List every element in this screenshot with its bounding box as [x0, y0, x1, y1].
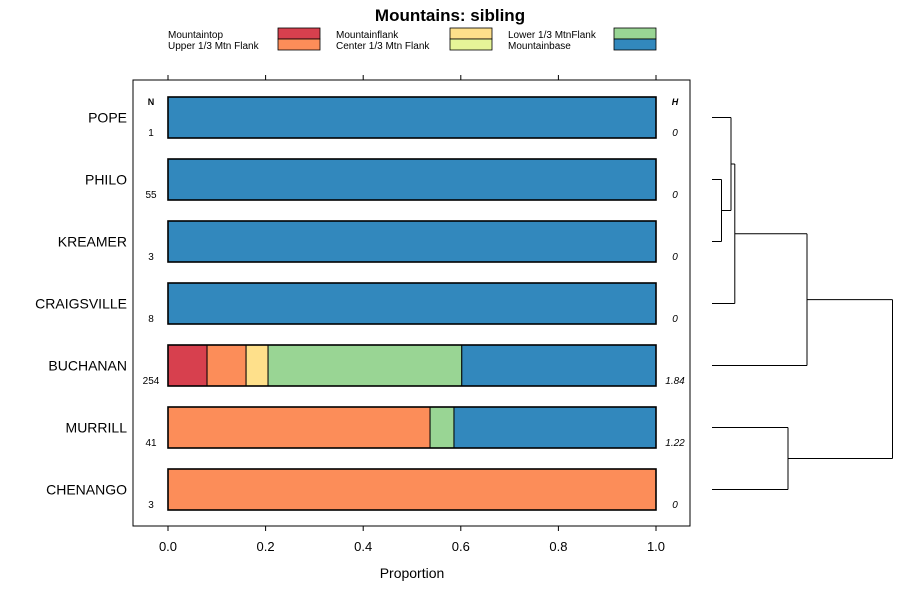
bar-segment: [206, 344, 247, 387]
h-value: 0: [672, 252, 678, 263]
bar-rows: POPE 1 0 PHILO 55 0 KREAMER 3 0 CRAIGSVILLE 8 0 BUCH…: [35, 96, 685, 511]
h-value: 1.22: [665, 438, 685, 449]
n-value: 3: [148, 252, 154, 263]
bar-outline: [167, 158, 657, 201]
row-label: KREAMER: [58, 234, 127, 250]
legend-swatch: [613, 27, 657, 40]
legend-label: Mountainflank: [336, 30, 399, 41]
legend-swatch: [277, 27, 321, 40]
bar-outline: [167, 468, 657, 511]
legend-label: Lower 1/3 MtnFlank: [508, 30, 597, 41]
tick-label: 0.4: [354, 539, 372, 554]
h-value: 0: [672, 128, 678, 139]
legend-label: Center 1/3 Mtn Flank: [336, 41, 430, 52]
row-label: PHILO: [85, 172, 127, 188]
x-axis: 0.0 0.2 0.4 0.6 0.8 1.0: [159, 75, 665, 554]
bar-segment: [167, 344, 208, 387]
legend-label: Mountaintop: [168, 30, 223, 41]
h-value: 0: [672, 314, 678, 325]
tick-label: 0.8: [549, 539, 567, 554]
n-value: 3: [148, 500, 154, 511]
legend-swatch: [449, 38, 493, 51]
bar-segment: [245, 344, 269, 387]
h-value: 1.84: [665, 376, 685, 387]
bar-segment: [167, 406, 431, 449]
n-value: 8: [148, 314, 154, 325]
bar-segment: [461, 344, 657, 387]
bar-outline: [167, 282, 657, 325]
x-axis-title: Proportion: [380, 565, 445, 581]
bar-segment: [167, 158, 657, 201]
tick-label: 0.6: [452, 539, 470, 554]
bar-segment: [167, 220, 657, 263]
n-value: 254: [143, 376, 160, 387]
row-label: MURRILL: [66, 420, 128, 436]
bar-outline: [167, 220, 657, 263]
dendrogram: [712, 117, 893, 490]
bar-segment: [167, 468, 657, 511]
legend-label: Upper 1/3 Mtn Flank: [168, 41, 260, 52]
n-value: 41: [145, 438, 157, 449]
tick-label: 0.2: [257, 539, 275, 554]
row-label: CRAIGSVILLE: [35, 296, 127, 312]
tick-label: 0.0: [159, 539, 177, 554]
bar-segment: [453, 406, 657, 449]
legend-swatch: [449, 27, 493, 40]
n-value: 1: [148, 128, 154, 139]
legend-swatch: [613, 38, 657, 51]
tick-label: 1.0: [647, 539, 665, 554]
legend-label: Mountainbase: [508, 41, 571, 52]
bar-segment: [429, 406, 455, 449]
bar-outline: [167, 406, 657, 449]
h-header: H: [672, 97, 679, 107]
row-label: CHENANGO: [46, 482, 127, 498]
bar-segment: [167, 96, 657, 139]
chart-title: Mountains: sibling: [375, 6, 525, 25]
bar-outline: [167, 96, 657, 139]
h-value: 0: [672, 190, 678, 201]
bar-outline: [167, 344, 657, 387]
bar-segment: [167, 282, 657, 325]
n-header: N: [148, 97, 155, 107]
plot-frame: [132, 79, 691, 527]
h-value: 0: [672, 500, 678, 511]
n-value: 55: [145, 190, 157, 201]
bar-segment: [267, 344, 463, 387]
row-label: POPE: [88, 110, 127, 126]
row-label: BUCHANAN: [48, 358, 127, 374]
legend-swatch: [277, 38, 321, 51]
